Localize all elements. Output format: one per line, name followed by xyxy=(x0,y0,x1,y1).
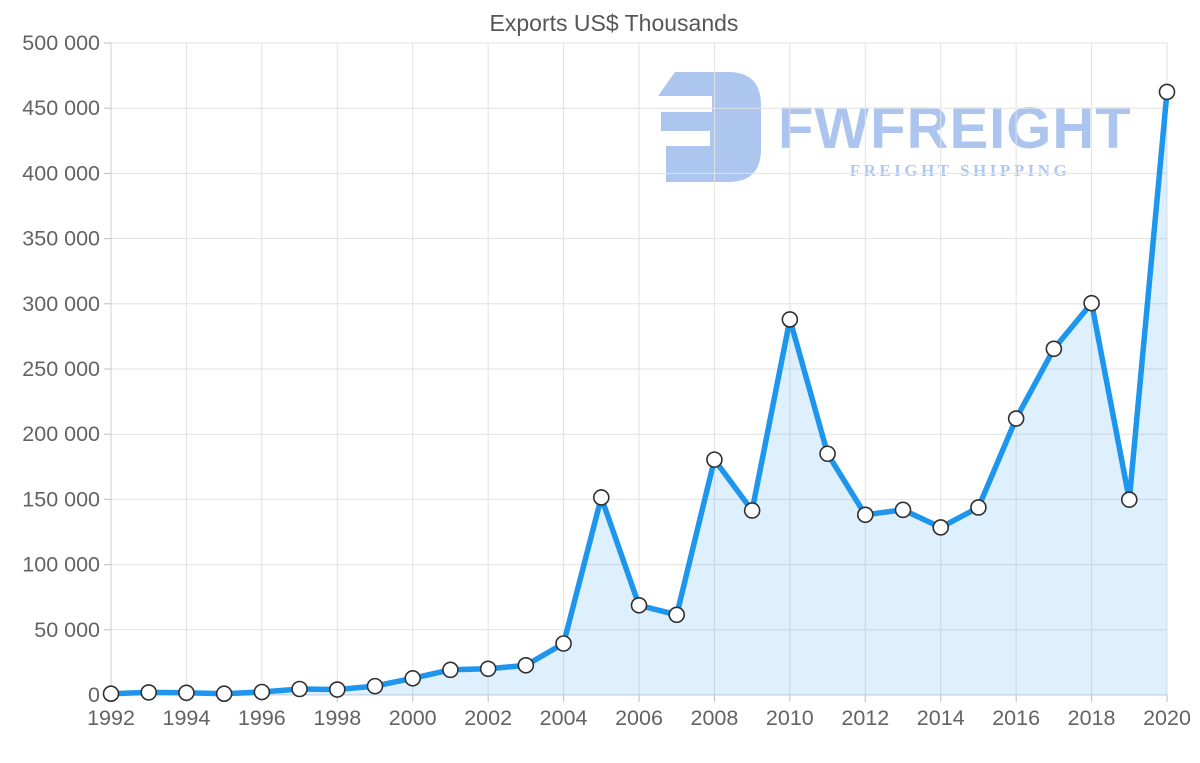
fwfreight-logo-tagline: FREIGHT SHIPPING xyxy=(850,161,1071,180)
y-axis-label: 400 000 xyxy=(22,161,100,185)
x-axis-label: 1994 xyxy=(163,706,211,730)
y-axis-label: 250 000 xyxy=(22,357,100,381)
data-point-2015[interactable] xyxy=(970,499,987,516)
data-point-1992[interactable] xyxy=(102,685,120,702)
data-point-2008[interactable] xyxy=(706,451,723,468)
data-point-1999[interactable] xyxy=(366,677,384,695)
x-axis-label: 2014 xyxy=(917,706,965,730)
data-point-2019[interactable] xyxy=(1120,491,1138,508)
data-point-2012[interactable] xyxy=(856,506,874,524)
data-point-2003[interactable] xyxy=(517,656,535,674)
series-markers xyxy=(102,83,1176,702)
data-point-2005[interactable] xyxy=(592,489,610,506)
data-point-1997[interactable] xyxy=(291,680,308,698)
y-axis-label: 200 000 xyxy=(22,422,100,446)
y-axis-label: 100 000 xyxy=(22,553,100,577)
horizontal-gridlines xyxy=(111,42,1167,631)
x-axis-label: 1992 xyxy=(87,706,135,730)
data-point-2007[interactable] xyxy=(668,606,686,624)
data-point-2009[interactable] xyxy=(743,502,761,519)
series-area-fill xyxy=(111,91,1167,695)
data-point-2014[interactable] xyxy=(932,519,950,536)
x-axis-label: 1996 xyxy=(238,706,286,730)
data-point-2011[interactable] xyxy=(819,445,836,463)
x-axis-label: 1998 xyxy=(313,706,361,730)
data-point-2004[interactable] xyxy=(555,635,572,652)
data-point-2013[interactable] xyxy=(894,501,912,519)
x-axis-label: 2018 xyxy=(1068,706,1116,730)
x-axis-label: 2000 xyxy=(389,706,437,730)
x-axis-label: 2006 xyxy=(615,706,663,730)
chart-title: Exports US$ Thousands xyxy=(490,10,739,36)
data-point-2018[interactable] xyxy=(1083,294,1100,312)
y-axis-label: 500 000 xyxy=(22,31,100,55)
data-point-1998[interactable] xyxy=(328,681,346,698)
data-point-2006[interactable] xyxy=(630,596,648,614)
data-point-1994[interactable] xyxy=(178,684,195,702)
x-axis-label: 2012 xyxy=(841,706,889,730)
data-point-2010[interactable] xyxy=(781,311,799,328)
fwfreight-logo: FWFREIGHT FREIGHT SHIPPING xyxy=(658,72,1132,182)
x-axis-label: 2010 xyxy=(766,706,814,730)
x-axis-label: 2002 xyxy=(464,706,512,730)
fwfreight-logo-wordmark: FWFREIGHT xyxy=(778,96,1132,161)
y-axis-label: 150 000 xyxy=(22,487,100,511)
data-point-2016[interactable] xyxy=(1007,410,1025,427)
x-axis-label: 2004 xyxy=(540,706,588,730)
x-axis-label: 2008 xyxy=(691,706,739,730)
x-axis-labels: 1992 1994 1996 1998 2000 2002 2004 2006 2008 2010… xyxy=(87,706,1191,730)
data-point-1993[interactable] xyxy=(140,684,158,701)
x-axis-label: 2016 xyxy=(992,706,1040,730)
data-point-2017[interactable] xyxy=(1045,340,1063,358)
area-fill xyxy=(111,91,1167,695)
data-point-2001[interactable] xyxy=(442,661,459,679)
data-point-1996[interactable] xyxy=(253,683,271,701)
data-point-2002[interactable] xyxy=(479,660,497,678)
x-axis-label: 2020 xyxy=(1143,706,1191,730)
y-axis-label: 450 000 xyxy=(22,96,100,120)
y-axis-label: 350 000 xyxy=(22,227,100,251)
y-axis-label: 300 000 xyxy=(22,292,100,316)
data-point-2020[interactable] xyxy=(1158,83,1176,101)
y-axis-labels: 0 50 000 100 000 150 000 200 000 250 000 300 0… xyxy=(22,31,100,707)
data-point-1995[interactable] xyxy=(215,685,233,702)
y-axis-label: 50 000 xyxy=(34,618,100,642)
fwfreight-logo-icon xyxy=(658,72,761,182)
data-point-2000[interactable] xyxy=(404,670,422,687)
y-axis-label: 0 xyxy=(88,683,100,707)
